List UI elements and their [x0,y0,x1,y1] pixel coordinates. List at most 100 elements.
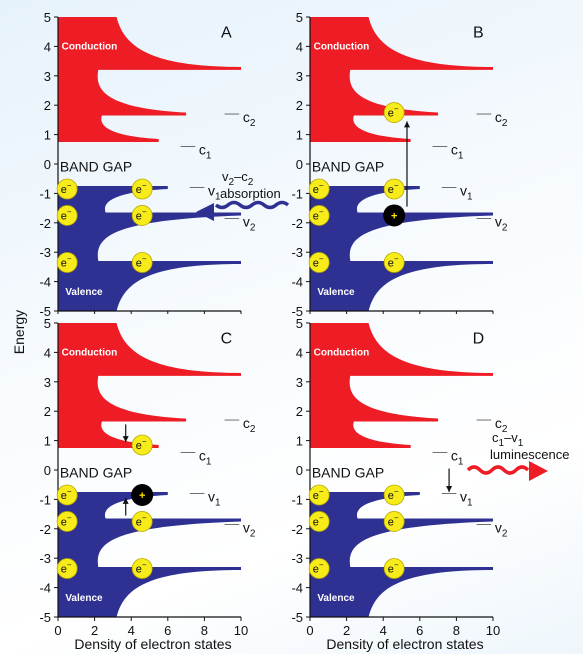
y-tick-label: -5 [39,304,51,319]
level-label-v2: v2 [243,519,256,539]
electron-left-v1: e− [56,178,78,200]
y-tick-label: 3 [296,69,303,84]
svg-text:+: + [391,210,397,222]
x-axis-title-right: Density of electron states [326,636,483,652]
electron-left-v2: e− [56,511,78,532]
svg-text:+: + [139,490,145,502]
svg-text:e−: e− [313,560,324,575]
hole: + [131,483,154,506]
y-tick-label: -2 [291,216,303,231]
y-tick-label: -5 [291,610,303,625]
svg-text:e−: e− [313,513,324,528]
y-tick-label: -4 [291,581,303,596]
y-tick-label: -4 [39,581,51,596]
panel-label: B [473,25,484,42]
y-tick-label: -2 [39,216,51,231]
x-tick-label: 0 [306,623,313,638]
electron-deep: e− [131,252,153,273]
electron-left-deep: e− [308,558,330,579]
electron-deep: e− [383,558,405,579]
level-label-c1: c1 [451,141,464,161]
conduction-band [310,17,493,142]
conduction-label: Conduction [62,347,118,358]
y-tick-label: 4 [44,39,51,54]
y-tick-label: -1 [39,186,51,201]
level-label-v1: v1 [460,488,473,508]
y-tick-label: -1 [291,492,303,507]
x-tick-label: 4 [128,623,135,638]
svg-text:e−: e− [388,513,399,528]
level-label-c2: c2 [243,109,256,129]
band-gap-label: BAND GAP [312,158,384,174]
electron-v1: e− [383,484,405,506]
valence-band [310,492,493,617]
svg-text:e−: e− [61,513,72,528]
level-label-c2: c2 [243,415,256,435]
svg-text:e−: e− [388,487,399,502]
svg-text:e−: e− [61,207,72,222]
svg-text:e−: e− [388,254,399,269]
svg-text:e−: e− [136,437,147,452]
svg-text:e−: e− [313,254,324,269]
y-tick-label: 4 [296,345,303,360]
electron-left-v1: e− [56,484,78,506]
electron-v1: e− [131,178,153,200]
electron-v1: e− [383,178,405,200]
y-tick-label: -1 [291,186,303,201]
valence-label: Valence [317,593,355,604]
valence-band [58,186,241,311]
y-tick-label: 1 [296,434,303,449]
conduction-label: Conduction [314,41,370,52]
arrow-head [122,436,129,443]
y-tick-label: 3 [44,69,51,84]
x-tick-label: 6 [164,623,171,638]
electron-left-v2: e− [308,511,330,532]
x-tick-label: 2 [91,623,98,638]
panel-a: 5 4 3 2 1 0 -1 -2 -3 -4 -5 A Conduction Valence BAND G… [39,10,255,319]
arrow-head [446,486,453,493]
y-tick-label: 0 [44,463,51,478]
panel-label: A [221,25,232,42]
y-tick-label: 2 [44,98,51,113]
y-tick-label: 3 [296,375,303,390]
electron-left-deep: e− [56,252,78,273]
arrow-head [122,497,129,504]
band-gap-label: BAND GAP [312,464,384,480]
band-gap-label: BAND GAP [60,464,132,480]
svg-text:e−: e− [313,487,324,502]
y-tick-label: 3 [44,375,51,390]
x-tick-label: 10 [486,623,500,638]
svg-text:e−: e− [61,487,72,502]
y-tick-label: 4 [44,345,51,360]
y-tick-label: 5 [296,316,303,331]
y-tick-label: 2 [296,98,303,113]
x-tick-label: 10 [234,623,248,638]
svg-text:e−: e− [388,181,399,196]
luminescence-arrowhead [529,461,548,481]
svg-text:e−: e− [136,181,147,196]
svg-text:e−: e− [61,254,72,269]
conduction-band [58,323,241,448]
svg-text:e−: e− [136,254,147,269]
level-label-c1: c1 [199,447,212,467]
absorption-label: absorption [220,186,281,201]
y-tick-label: 2 [44,404,51,419]
x-tick-label: 4 [380,623,387,638]
y-tick-label: 4 [296,39,303,54]
y-tick-label: -5 [291,304,303,319]
level-label-v1: v1 [460,182,473,202]
electron-c1: e− [131,434,153,456]
svg-text:e−: e− [136,513,147,528]
x-tick-label: 8 [453,623,460,638]
y-tick-label: 1 [296,128,303,143]
y-tick-label: -3 [291,245,303,260]
y-tick-label: 5 [44,316,51,331]
x-tick-label: 6 [416,623,423,638]
svg-text:e−: e− [388,105,399,120]
x-axis-title-left: Density of electron states [74,636,231,652]
conduction-band [310,323,493,448]
valence-label: Valence [65,287,103,298]
